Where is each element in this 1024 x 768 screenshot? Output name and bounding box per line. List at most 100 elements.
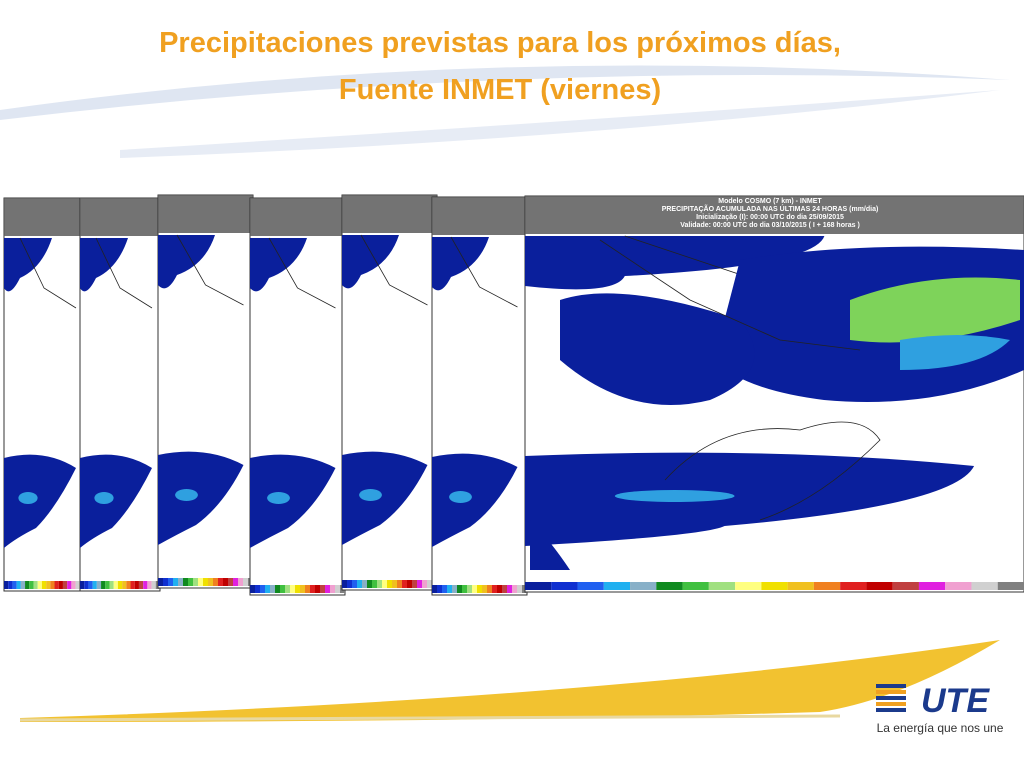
colorbar-cell (367, 580, 372, 588)
colorbar-cell (525, 582, 552, 590)
colorbar-cell (507, 585, 512, 593)
colorbar-cell (20, 581, 26, 589)
colorbar-cell (37, 581, 42, 589)
colorbar-cell (178, 578, 183, 586)
logo-name: UTE (921, 682, 990, 720)
map-header-text: Validade: 00:00 UTC do dia 03/10/2015 ( … (680, 222, 860, 229)
colorbar-cell (243, 578, 248, 586)
precip-core (267, 492, 290, 504)
precip-area (80, 238, 128, 292)
colorbar-cell (382, 580, 387, 588)
colorbar-cell (290, 585, 295, 593)
colorbar-cell (25, 581, 30, 589)
colorbar-cell (551, 582, 578, 590)
colorbar-cell (315, 585, 320, 593)
title-line: Precipitaciones previstas para los próxi… (159, 27, 841, 59)
swoosh (120, 90, 1000, 158)
colorbar-cell (457, 585, 462, 593)
colorbar-cell (193, 578, 198, 586)
precip-core (175, 489, 198, 501)
colorbar-cell (432, 585, 437, 593)
precip-area (530, 520, 570, 570)
colorbar-cell (462, 585, 467, 593)
colorbar-cell (397, 580, 402, 588)
colorbar-cell (447, 585, 452, 593)
colorbar-cell (442, 585, 447, 593)
colorbar-cell (67, 581, 72, 589)
colorbar-cell (362, 580, 367, 588)
colorbar-cell (492, 585, 497, 593)
colorbar-cell (151, 581, 156, 589)
swoosh (0, 65, 1010, 120)
colorbar-cell (417, 580, 422, 588)
colorbar-cell (208, 578, 213, 586)
colorbar-cell (840, 582, 867, 590)
colorbar-cell (218, 578, 223, 586)
colorbar-cell (295, 585, 300, 593)
colorbar-cell (122, 581, 127, 589)
precip-core (449, 491, 472, 503)
precip-area (342, 235, 399, 289)
colorbar-cell (173, 578, 178, 586)
colorbar-cell (603, 582, 631, 590)
colorbar-cell (260, 585, 265, 593)
colorbar-cell (472, 585, 477, 593)
swoosh (19, 714, 841, 722)
colorbar-cell (101, 581, 106, 589)
precip-area (80, 454, 152, 548)
map-header-bar (525, 196, 1024, 234)
colorbar-cell (305, 585, 310, 593)
colorbar-cell (761, 582, 788, 590)
colorbar-cell (437, 585, 442, 593)
colorbar-cell (75, 581, 80, 589)
colorbar-cell (517, 585, 522, 593)
border-line (19, 237, 77, 309)
colorbar-cell (945, 582, 972, 590)
colorbar-cell (477, 585, 482, 593)
precip-area (525, 452, 975, 546)
title-line: Fuente INMET (viernes) (339, 74, 661, 106)
maps: Modelo COSMO (7 km) - INMETPRECIPITAÇÃO … (3, 194, 1024, 596)
colorbar-cell (198, 578, 203, 586)
colorbar-cell (787, 582, 814, 590)
colorbar-cell (280, 585, 285, 593)
precip-area (250, 454, 336, 548)
map-header-bar (250, 198, 345, 236)
precip-core (614, 490, 735, 502)
colorbar-cell (183, 578, 188, 586)
border-line (450, 236, 518, 308)
map-frame (3, 197, 85, 592)
colorbar-cell (203, 578, 208, 586)
colorbar-cell (233, 578, 238, 586)
colorbar-cell (342, 580, 347, 588)
colorbar-cell (163, 578, 168, 586)
colorbar-cell (708, 582, 736, 590)
colorbar-cell (158, 578, 163, 586)
colorbar-cell (482, 585, 487, 593)
colorbar-cell (682, 582, 709, 590)
colorbar-cell (347, 580, 352, 588)
colorbar-cell (255, 585, 260, 593)
precip-area (900, 335, 1010, 370)
colorbar-cell (918, 582, 946, 590)
colorbar-cell (138, 581, 144, 589)
border-line (360, 234, 428, 306)
logo: UTE La energía que nos une (876, 682, 1004, 735)
map-frame (249, 197, 346, 596)
colorbar-cell (113, 581, 118, 589)
colorbar-cell (310, 585, 315, 593)
map-header-text: Inicialização (I): 00:00 UTC do dia 25/0… (696, 214, 844, 221)
map-frame (79, 197, 161, 592)
precip-area (342, 451, 428, 545)
colorbar-cell (130, 581, 135, 589)
colorbar-cell (105, 581, 110, 589)
colorbar-cell (238, 578, 243, 586)
colorbar-cell (427, 580, 432, 588)
colorbar-cell (143, 581, 148, 589)
colorbar-cell (392, 580, 397, 588)
logo-stripes (876, 684, 906, 712)
colorbar-cell (487, 585, 492, 593)
precip-area (4, 238, 52, 292)
colorbar-cell (250, 585, 255, 593)
